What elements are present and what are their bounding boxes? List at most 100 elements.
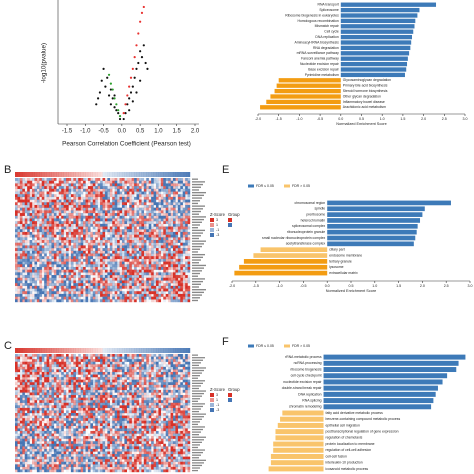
heatmap-cell: [87, 207, 91, 211]
heatmap-cell: [95, 392, 98, 396]
heatmap-cell: [53, 283, 57, 287]
heatmap-cell: [182, 366, 186, 370]
heatmap-cell: [63, 221, 67, 225]
heatmap-cell: [39, 384, 42, 388]
heatmap-cell: [158, 234, 162, 238]
heatmap-cell: [138, 377, 142, 380]
heatmap-cell: [160, 364, 164, 368]
heatmap-cell: [32, 261, 35, 265]
heatmap-cell: [165, 389, 169, 393]
heatmap-cell: [73, 231, 76, 235]
heatmap-cell: [172, 240, 176, 243]
heatmap-cell: [117, 283, 120, 287]
point: [128, 85, 131, 88]
heatmap-cell: [44, 207, 47, 211]
heatmap-cell: [83, 266, 86, 270]
heatmap-cell: [131, 234, 135, 238]
heatmap-cell: [63, 379, 67, 383]
heatmap-cell: [146, 280, 149, 284]
heatmap-cell: [68, 379, 72, 383]
heatmap-cell: [160, 382, 164, 385]
heatmap-cell: [119, 234, 123, 238]
group-bar: [15, 348, 18, 353]
heatmap-cell: [107, 269, 110, 273]
heatmap-cell: [97, 369, 101, 373]
heatmap-cell: [141, 218, 145, 222]
heatmap-cell: [138, 188, 142, 192]
heatmap-cell: [24, 366, 28, 370]
heatmap-cell: [34, 266, 38, 270]
heatmap-cell: [27, 204, 30, 208]
heatmap-cell: [143, 291, 147, 295]
heatmap-cell: [46, 382, 50, 385]
heatmap-cell: [85, 354, 89, 357]
heatmap-cell: [146, 207, 149, 211]
group-bar: [58, 348, 62, 353]
heatmap-cell: [170, 384, 174, 388]
heatmap-cell: [49, 186, 52, 189]
heatmap-cell: [41, 245, 45, 249]
heatmap-cell: [34, 272, 38, 276]
heatmap-cell: [34, 180, 38, 184]
heatmap-cell: [32, 374, 35, 378]
heatmap-cell: [114, 223, 118, 227]
heatmap-cell: [158, 261, 162, 265]
x-tick-label: 1.0: [380, 117, 385, 121]
heatmap-cell: [53, 210, 57, 214]
heatmap-cell: [78, 237, 81, 241]
heatmap-cell: [148, 213, 152, 216]
heatmap-cell: [22, 389, 25, 393]
heatmap-cell: [17, 293, 21, 297]
heatmap-cell: [58, 242, 62, 246]
heatmap-cell: [97, 356, 101, 360]
heatmap-cell: [73, 180, 76, 184]
row-label: [192, 272, 200, 275]
heatmap-cell: [134, 356, 137, 360]
heatmap-cell: [163, 293, 166, 297]
heatmap-cell: [92, 384, 96, 388]
heatmap-cell: [141, 191, 145, 195]
heatmap-cell: [17, 296, 21, 300]
heatmap-cell: [46, 354, 50, 357]
heatmap-cell: [29, 240, 33, 243]
heatmap-cell: [46, 199, 50, 203]
heatmap-cell: [185, 374, 188, 378]
heatmap-cell: [104, 240, 108, 243]
heatmap-cell: [100, 384, 103, 388]
heatmap-cell: [70, 183, 74, 187]
heatmap-cell: [124, 395, 128, 398]
heatmap-cell: [121, 354, 125, 357]
heatmap-cell: [185, 191, 188, 195]
bar-label: Mismatch repair: [315, 24, 340, 28]
heatmap-cell: [97, 275, 101, 278]
heatmap-cell: [114, 210, 118, 214]
heatmap-cell: [68, 256, 72, 260]
heatmap-cell: [182, 395, 186, 398]
bar-label: ribonucleoprotein granule: [287, 230, 325, 234]
heatmap-cell: [49, 371, 52, 375]
heatmap-cell: [117, 392, 120, 396]
heatmap-cell: [182, 371, 186, 375]
heatmap-cell: [61, 188, 64, 192]
heatmap-cell: [80, 196, 84, 200]
heatmap-cell: [97, 183, 101, 187]
heatmap-cell: [83, 258, 86, 262]
heatmap-cell: [36, 361, 40, 365]
heatmap-cell: [180, 293, 183, 297]
heatmap-cell: [160, 377, 164, 380]
heatmap-cell: [138, 196, 142, 200]
heatmap-cell: [51, 285, 55, 289]
heatmap-cell: [187, 186, 191, 189]
heatmap-cell: [95, 371, 98, 375]
heatmap-cell: [34, 296, 38, 300]
heatmap-cell: [143, 226, 147, 230]
heatmap-cell: [131, 395, 135, 398]
heatmap-cell: [187, 361, 191, 365]
heatmap-cell: [83, 196, 86, 200]
heatmap-cell: [141, 202, 145, 206]
heatmap-cell: [185, 213, 188, 216]
group-bar: [83, 348, 86, 353]
heatmap-cell: [185, 285, 188, 289]
heatmap-cell: [148, 369, 152, 373]
heatmap-cell: [90, 180, 93, 184]
